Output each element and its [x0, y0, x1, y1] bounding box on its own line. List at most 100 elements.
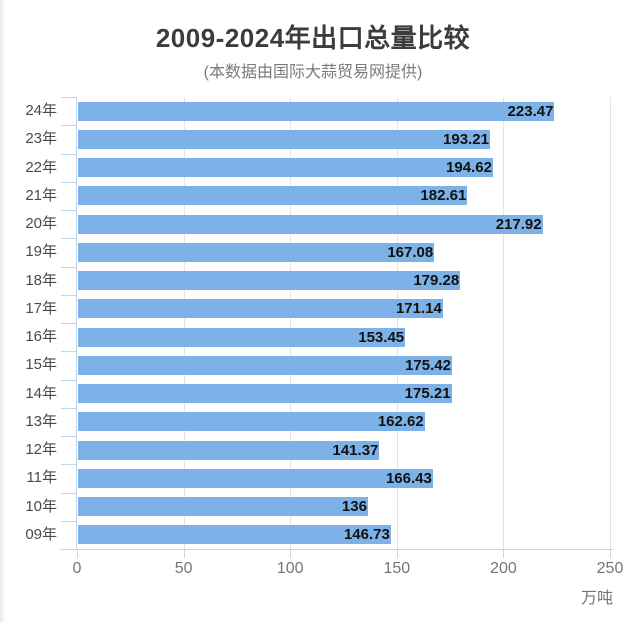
bar-row: 12年 141.37 — [25, 436, 610, 464]
bar-value-label: 162.62 — [377, 413, 424, 431]
y-axis-tick — [61, 492, 76, 494]
y-axis-tick — [61, 351, 76, 353]
chart-subtitle: (本数据由国际大蒜贸易网提供) — [203, 64, 423, 81]
bar[interactable]: 167.08 — [78, 242, 435, 262]
bar[interactable]: 136 — [78, 497, 368, 517]
y-axis-label: 23年 — [25, 130, 57, 148]
bar-value-label: 166.43 — [385, 469, 432, 487]
y-axis-tick — [61, 97, 76, 98]
bar[interactable]: 194.62 — [78, 158, 493, 178]
gridline — [183, 97, 185, 549]
bar-row: 11年 166.43 — [26, 464, 610, 492]
bar-value-label: 217.92 — [495, 215, 542, 233]
bar[interactable]: 179.28 — [78, 271, 461, 291]
gridline — [610, 97, 611, 549]
y-axis-tick — [61, 520, 76, 522]
x-axis-tick-label: 100 — [276, 560, 304, 577]
x-axis-tick — [290, 549, 292, 558]
y-axis-tick — [61, 464, 76, 466]
y-axis-label: 11年 — [26, 469, 57, 487]
x-axis-line — [60, 549, 613, 550]
bar-row: 16年 153.45 — [25, 323, 610, 351]
bar-value-label: 179.28 — [413, 272, 460, 290]
gridline — [290, 97, 292, 549]
y-axis-tick — [61, 379, 76, 381]
bar[interactable]: 153.45 — [78, 327, 406, 347]
y-axis-tick — [61, 125, 76, 127]
bar-row: 14年 175.21 — [25, 380, 610, 408]
bar-value-label: 136 — [341, 498, 367, 516]
x-axis-tick-label: 200 — [490, 560, 517, 577]
bar-row: 09年 146.73 — [25, 521, 610, 549]
y-axis-tick — [61, 294, 76, 296]
bar-row: 10年 136 — [25, 493, 610, 521]
bar-value-label: 146.73 — [343, 526, 390, 544]
y-axis-tick — [61, 181, 76, 183]
bar-row: 13年 162.62 — [25, 408, 610, 436]
bar-value-label: 175.42 — [405, 356, 451, 374]
bar-value-label: 167.08 — [387, 243, 434, 261]
x-axis-tick — [396, 549, 398, 558]
bar[interactable]: 223.47 — [78, 101, 555, 121]
y-axis-tick — [61, 266, 76, 268]
bar-row: 18年 179.28 — [25, 267, 610, 295]
y-axis-tick — [61, 436, 76, 437]
y-axis-label: 09年 — [25, 525, 57, 543]
bar-value-label: 194.62 — [446, 159, 492, 177]
bar-value-label: 171.14 — [395, 300, 442, 318]
y-axis-label: 12年 — [25, 441, 57, 458]
x-axis-unit-label: 万吨 — [580, 590, 613, 607]
y-axis-line — [76, 97, 77, 549]
y-axis-label: 19年 — [25, 243, 57, 261]
bar-value-label: 223.47 — [507, 102, 554, 120]
x-axis-tick — [183, 549, 185, 558]
y-axis-label: 24年 — [25, 102, 57, 119]
x-axis-tick-label: 250 — [596, 560, 624, 577]
bar[interactable]: 175.42 — [78, 355, 452, 375]
bar[interactable]: 162.62 — [78, 412, 425, 432]
y-axis-label: 21年 — [25, 186, 57, 204]
bar[interactable]: 193.21 — [78, 129, 490, 149]
x-axis-tick — [503, 549, 505, 558]
gridline — [503, 97, 505, 549]
y-axis-label: 15年 — [25, 356, 57, 374]
y-axis-tick — [61, 210, 76, 211]
bar[interactable]: 171.14 — [78, 299, 443, 319]
plot-area: 24年 223.47 23年 193.21 22年 194.62 21年 182.61 20年 2… — [25, 97, 623, 607]
x-axis-tick-label: 0 — [72, 560, 82, 577]
bar-row: 24年 223.47 — [25, 97, 610, 125]
y-axis-label: 18年 — [25, 271, 57, 289]
bar-row: 19年 167.08 — [25, 238, 610, 266]
bar[interactable]: 182.61 — [78, 186, 468, 206]
x-axis-tick — [610, 549, 611, 558]
bar-row: 22年 194.62 — [25, 154, 610, 182]
y-axis-label: 14年 — [25, 384, 57, 402]
bar-row: 23年 193.21 — [25, 125, 610, 153]
bar[interactable]: 141.37 — [78, 440, 380, 460]
bar[interactable]: 217.92 — [78, 214, 543, 234]
bar[interactable]: 175.21 — [78, 384, 452, 404]
y-axis-label: 17年 — [25, 299, 57, 317]
gridline — [396, 97, 398, 549]
bar[interactable]: 146.73 — [78, 525, 391, 545]
x-axis-tick-label: 50 — [174, 560, 193, 577]
chart-title: 2009-2024年出口总量比较 — [155, 23, 471, 53]
y-axis-label: 13年 — [25, 412, 57, 430]
y-axis-tick — [61, 323, 76, 324]
x-axis-tick — [77, 549, 78, 558]
bar-row: 21年 182.61 — [25, 182, 610, 210]
bar-value-label: 153.45 — [358, 328, 405, 346]
bar-value-label: 175.21 — [404, 385, 451, 403]
x-axis-tick-label: 150 — [383, 560, 411, 577]
bar-value-label: 141.37 — [332, 441, 379, 459]
y-axis-label: 10年 — [25, 497, 57, 515]
y-axis-tick — [61, 238, 76, 240]
y-axis-tick — [61, 407, 76, 409]
bar-row: 15年 175.42 — [25, 351, 610, 379]
y-axis-label: 22年 — [25, 158, 57, 176]
bar[interactable]: 166.43 — [78, 468, 433, 488]
y-axis-label: 20年 — [25, 215, 57, 232]
y-axis-tick — [61, 153, 76, 155]
bar-row: 20年 217.92 — [25, 210, 610, 238]
